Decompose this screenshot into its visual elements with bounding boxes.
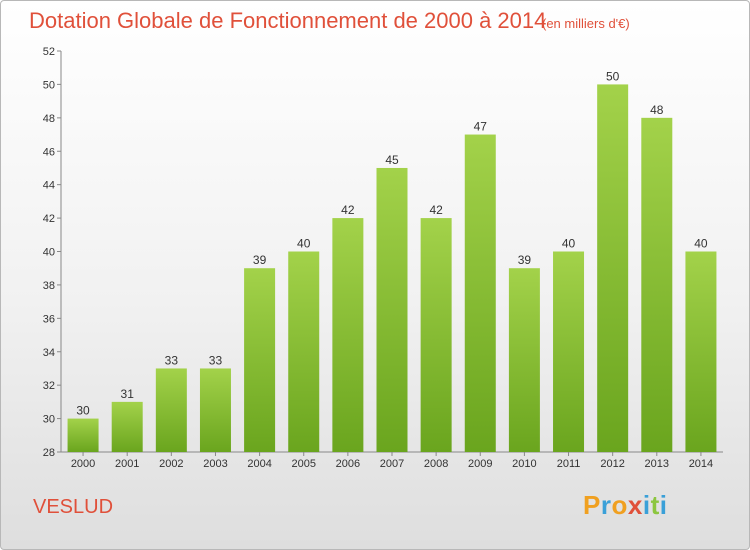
y-tick-label: 44: [43, 180, 55, 192]
data-label: 40: [694, 237, 708, 251]
y-tick-label: 52: [43, 46, 55, 58]
data-label: 45: [385, 153, 399, 167]
chart-subtitle: (en milliers d'€): [542, 16, 630, 31]
x-tick-label: 2014: [689, 458, 713, 470]
y-tick-label: 42: [43, 213, 55, 225]
x-tick-label: 2001: [115, 458, 139, 470]
x-tick-label: 2010: [512, 458, 536, 470]
bar: [67, 418, 99, 452]
bar: [288, 251, 320, 452]
logo-letter: t: [650, 490, 660, 520]
x-tick-label: 2003: [203, 458, 227, 470]
data-label: 40: [562, 237, 576, 251]
x-tick-label: 2009: [468, 458, 492, 470]
y-tick-label: 38: [43, 280, 55, 292]
proxiti-logo: Proxiti: [583, 490, 667, 521]
y-tick-label: 40: [43, 247, 55, 259]
bar: [332, 218, 364, 452]
data-label: 39: [518, 253, 532, 267]
bar: [244, 268, 276, 452]
bar: [553, 251, 585, 452]
bar: [464, 134, 496, 452]
x-tick-label: 2002: [159, 458, 183, 470]
x-tick-label: 2000: [71, 458, 95, 470]
bar: [685, 251, 717, 452]
data-label: 48: [650, 103, 664, 117]
data-label: 42: [341, 203, 355, 217]
data-label: 40: [297, 237, 311, 251]
logo-letter: i: [642, 490, 651, 520]
logo-letter: P: [583, 490, 601, 520]
bar: [641, 117, 673, 452]
y-tick-label: 28: [43, 447, 55, 459]
logo-letter: i: [659, 490, 668, 520]
bar: [376, 167, 408, 453]
bar: [597, 84, 629, 453]
data-label: 30: [76, 404, 90, 418]
data-label: 31: [121, 387, 135, 401]
bar: [199, 368, 231, 452]
x-tick-label: 2005: [291, 458, 315, 470]
place-name: VESLUD: [33, 496, 114, 518]
y-tick-label: 50: [43, 79, 55, 91]
y-tick-label: 30: [43, 414, 55, 426]
bar: [420, 218, 452, 452]
data-label: 50: [606, 69, 620, 83]
x-tick-label: 2012: [600, 458, 624, 470]
logo-letter: x: [627, 490, 643, 520]
data-label: 33: [165, 353, 179, 367]
chart-title: Dotation Globale de Fonctionnement de 20…: [29, 8, 547, 33]
bar: [508, 268, 540, 452]
y-tick-label: 34: [43, 347, 55, 359]
bar: [155, 368, 187, 452]
y-tick-label: 32: [43, 380, 55, 392]
logo-letter: r: [600, 490, 612, 520]
y-tick-label: 48: [43, 113, 55, 125]
y-tick-label: 46: [43, 146, 55, 158]
x-tick-label: 2007: [380, 458, 404, 470]
x-tick-label: 2006: [336, 458, 360, 470]
data-label: 47: [474, 120, 488, 134]
x-tick-label: 2004: [247, 458, 271, 470]
data-label: 42: [429, 203, 443, 217]
logo-letter: o: [611, 490, 628, 520]
data-label: 39: [253, 253, 267, 267]
x-tick-label: 2011: [557, 458, 581, 470]
y-tick-label: 36: [43, 313, 55, 325]
x-tick-label: 2008: [424, 458, 448, 470]
bar: [111, 401, 143, 452]
x-tick-label: 2013: [645, 458, 669, 470]
data-label: 33: [209, 353, 223, 367]
